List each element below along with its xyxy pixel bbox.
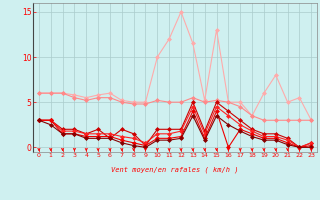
X-axis label: Vent moyen/en rafales ( km/h ): Vent moyen/en rafales ( km/h ) — [111, 167, 239, 173]
